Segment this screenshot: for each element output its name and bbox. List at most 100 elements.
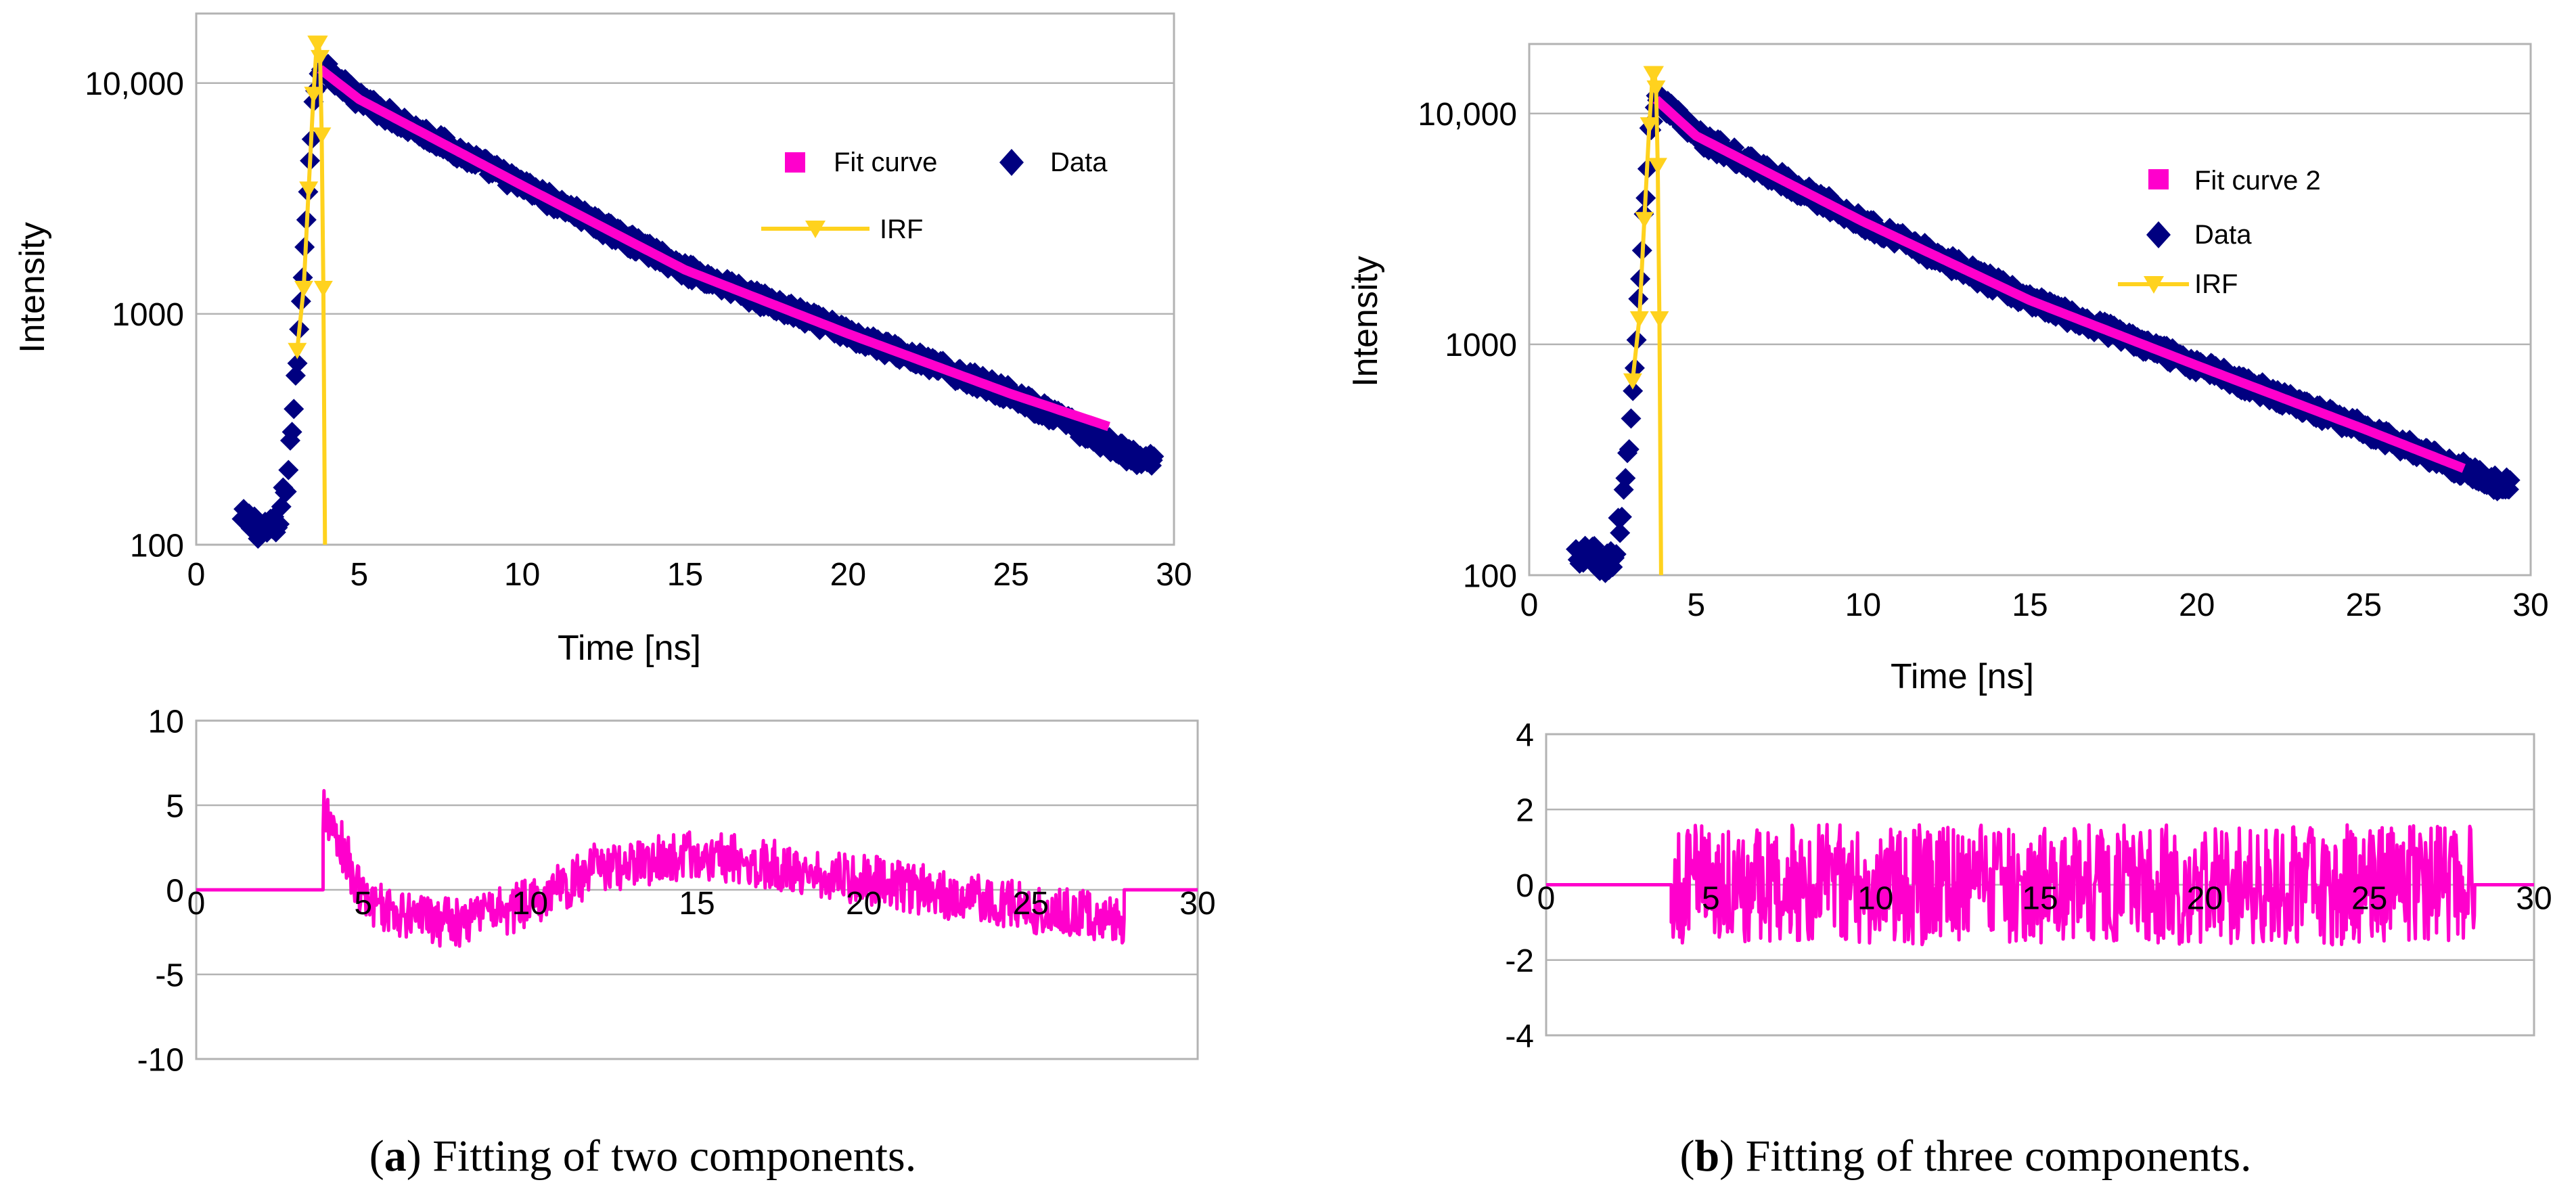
caption-a: (a) Fitting of two components. — [369, 1131, 916, 1181]
marks — [1546, 823, 2534, 947]
series-irf — [1623, 66, 1669, 576]
caption-a-text: ) Fitting of two components. — [407, 1131, 916, 1181]
x-tick-label: 30 — [2512, 587, 2548, 623]
y-tick-label: -10 — [137, 1042, 184, 1078]
x-tick-label: 25 — [2346, 587, 2382, 623]
plot-frame — [195, 12, 1175, 546]
legend-swatch-irf-marker — [805, 221, 826, 238]
y-tick-label: -4 — [1505, 1018, 1534, 1054]
x-tick-label: 20 — [830, 557, 866, 593]
data-point — [1611, 506, 1632, 527]
caption-a-open-paren: ( — [369, 1131, 384, 1181]
x-tick-label: 20 — [2187, 881, 2223, 917]
irf-point — [1629, 311, 1649, 328]
data-point — [271, 496, 292, 517]
irf-point — [1635, 212, 1654, 229]
legend-label-irf: IRF — [880, 215, 923, 244]
y-tick-label: 100 — [130, 528, 184, 564]
x-tick-label: 5 — [354, 886, 372, 922]
x-tick-label: 20 — [2179, 587, 2215, 623]
x-tick-label: 10 — [512, 886, 548, 922]
caption-b: (b) Fitting of three components. — [1679, 1131, 2251, 1181]
y-tick-label: 10,000 — [1418, 97, 1517, 133]
x-tick-label: 0 — [1537, 881, 1556, 917]
y-tick-label: -5 — [155, 957, 184, 993]
data-point — [1619, 439, 1640, 460]
series-data — [1566, 84, 2521, 583]
irf-point — [304, 87, 323, 104]
y-tick-label: 1000 — [1445, 328, 1517, 363]
data-point — [278, 459, 299, 480]
data-point — [287, 353, 308, 374]
data-point — [269, 514, 290, 535]
x-tick-label: 0 — [187, 886, 206, 922]
legend-swatch-data — [2146, 221, 2171, 248]
x-tick-label: 5 — [1687, 587, 1705, 623]
x-tick-label: 30 — [2516, 881, 2552, 917]
data-point — [1621, 408, 1642, 429]
series-irf — [288, 35, 333, 545]
series-fit-curve — [1652, 95, 2466, 473]
tick-labels: 100 1000 10,000 0 5 10 15 20 25 30 — [1418, 97, 2549, 623]
marks — [231, 35, 1165, 549]
data-point — [1615, 468, 1636, 489]
irf-line — [1630, 70, 1663, 576]
y-axis-label: Intensity — [13, 222, 52, 353]
caption-a-label: a — [384, 1131, 407, 1181]
data-point — [285, 365, 306, 386]
irf-point — [1646, 80, 1666, 97]
irf-point — [299, 181, 319, 198]
caption-b-open-paren: ( — [1679, 1131, 1694, 1181]
x-tick-label: 30 — [1179, 886, 1215, 922]
legend-swatch-data — [999, 149, 1024, 176]
x-tick-label: 15 — [2012, 587, 2048, 623]
y-tick-label: 0 — [166, 873, 184, 909]
y-axis-label: Intensity — [1346, 256, 1385, 387]
fit-curve-line — [317, 65, 1110, 432]
y-tick-label: 100 — [1463, 558, 1517, 594]
plot-frame — [1528, 43, 2532, 577]
irf-point — [294, 280, 313, 297]
data-point — [281, 422, 302, 443]
x-axis-label: Time [ns] — [1891, 657, 2034, 696]
legend-label-data: Data — [1050, 148, 1108, 177]
x-tick-label: 10 — [504, 557, 540, 593]
x-tick-label: 30 — [1156, 557, 1192, 593]
fit-curve-line — [1652, 95, 2466, 473]
y-tick-label: 2 — [1516, 793, 1534, 829]
data-point — [284, 399, 304, 420]
irf-point — [1640, 117, 1659, 134]
irf-point — [309, 35, 328, 52]
x-tick-label: 0 — [187, 557, 206, 593]
x-tick-label: 20 — [846, 886, 882, 922]
data-point — [1606, 544, 1627, 565]
y-tick-label: -2 — [1505, 943, 1534, 979]
legend-label-fit-curve-2: Fit curve 2 — [2194, 166, 2321, 196]
x-axis-label: Time [ns] — [558, 629, 701, 668]
irf-point — [1623, 373, 1642, 390]
x-tick-label: 10 — [1845, 587, 1881, 623]
legend-label-data: Data — [2194, 220, 2252, 250]
y-tick-label: 5 — [166, 788, 184, 824]
residual-line — [196, 789, 1198, 948]
legend-swatch-fit-curve-2 — [2148, 169, 2169, 189]
data-point — [2500, 470, 2521, 491]
residual-line — [1546, 823, 2534, 947]
x-tick-label: 10 — [1857, 881, 1893, 917]
x-tick-label: 25 — [1013, 886, 1049, 922]
tick-labels: 100 1000 10,000 0 5 10 15 20 25 30 — [85, 66, 1192, 593]
legend-label-fit-curve: Fit curve — [834, 148, 937, 177]
decay-chart-a: 100 1000 10,000 0 5 10 15 20 25 30 Time [ns] Inte… — [13, 12, 1192, 668]
legend-swatch-irf-marker — [2144, 276, 2164, 294]
marks — [1566, 66, 2521, 583]
data-point — [276, 481, 297, 502]
legend-label-irf: IRF — [2194, 269, 2238, 299]
data-point — [1144, 446, 1165, 467]
x-tick-label: 0 — [1520, 587, 1539, 623]
irf-point — [311, 49, 330, 66]
decay-chart-b: 100 1000 10,000 0 5 10 15 20 25 30 Time [ns] Inte… — [1346, 43, 2549, 696]
series-data — [231, 53, 1165, 549]
